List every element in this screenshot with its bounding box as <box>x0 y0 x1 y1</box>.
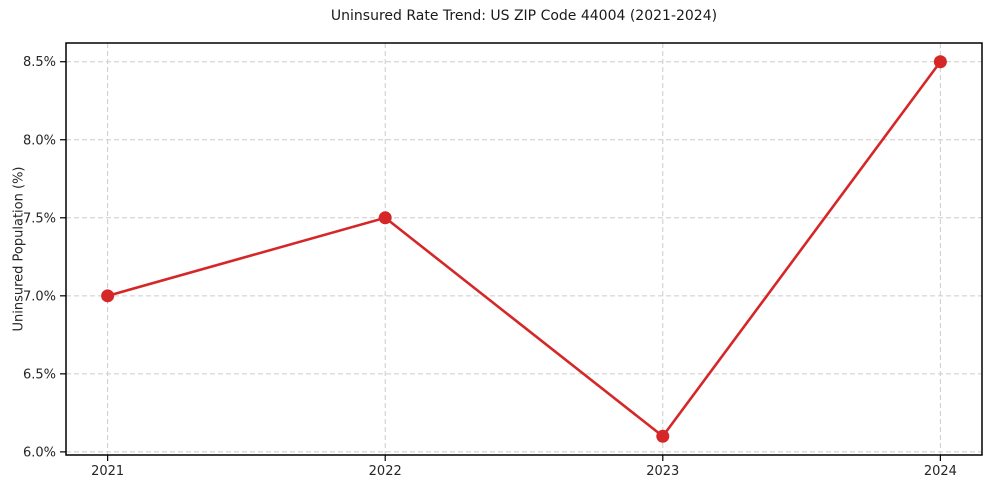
data-point-marker <box>378 211 392 225</box>
y-tick-label: 7.5% <box>23 211 56 226</box>
x-tick-label: 2021 <box>91 464 124 479</box>
x-tick-label: 2024 <box>924 464 957 479</box>
y-tick-label: 8.5% <box>23 55 56 70</box>
data-point-marker <box>656 429 670 443</box>
trend-line <box>106 60 942 438</box>
data-point-marker <box>101 289 115 303</box>
x-tick-label: 2023 <box>646 464 679 479</box>
data-point-marker <box>933 55 947 69</box>
y-tick-label: 6.5% <box>23 367 56 382</box>
chart-title: Uninsured Rate Trend: US ZIP Code 44004 … <box>330 8 718 24</box>
y-tick-label: 7.0% <box>23 289 56 304</box>
x-tick-label: 2022 <box>369 464 402 479</box>
y-tick-label: 6.0% <box>23 445 56 460</box>
y-tick-label: 8.0% <box>23 133 56 148</box>
plot-border <box>65 42 983 456</box>
